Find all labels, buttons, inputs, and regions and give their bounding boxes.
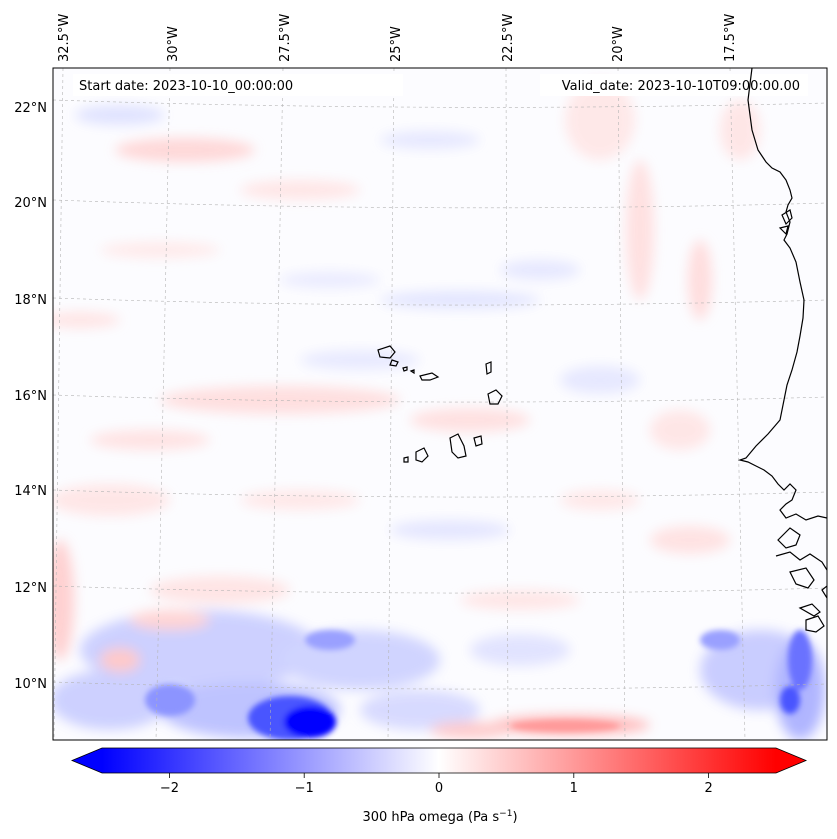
africa-coastline [737, 68, 827, 521]
lat-label: 10°N [14, 677, 47, 692]
colorbar: −2 −1 0 1 2 300 hPa omega (Pa s−1) [70, 747, 808, 825]
lon-label: 22.5°W [501, 14, 516, 62]
lat-label: 20°N [14, 196, 47, 211]
lat-label: 18°N [14, 293, 47, 308]
omega-field [53, 80, 825, 740]
colorbar-extend-min [72, 748, 102, 773]
colorbar-tick-label: −1 [295, 781, 314, 796]
map-frame [52, 67, 828, 741]
lat-label: 16°N [14, 389, 47, 404]
gridlines [53, 68, 827, 740]
colorbar-tick-label: 2 [704, 781, 712, 796]
colorbar-tick-label: 1 [570, 781, 578, 796]
start-date-label: Start date: 2023-10-10_00:00:00 [79, 79, 293, 94]
cape-verde-islands [377, 345, 503, 463]
colorbar-gradient [102, 748, 776, 773]
latitude-labels: 22°N 20°N 18°N 16°N 14°N 12°N 10°N [14, 101, 47, 692]
valid-date-label: Valid_date: 2023-10-10T09:00:00.00 [562, 79, 800, 94]
longitude-labels: 32.5°W 30°W 27.5°W 25°W 22.5°W 20°W 17.5… [57, 14, 738, 62]
lon-label: 25°W [389, 26, 404, 62]
lon-label: 30°W [166, 26, 181, 62]
colorbar-tick-label: 0 [435, 781, 443, 796]
lon-label: 17.5°W [723, 14, 738, 62]
lat-label: 14°N [14, 484, 47, 499]
colorbar-extend-max [776, 748, 806, 773]
colorbar-ticks: −2 −1 0 1 2 [160, 773, 713, 796]
start-date-box [73, 74, 403, 96]
colorbar-tick-label: −2 [160, 781, 179, 796]
colorbar-outline [70, 747, 808, 774]
lon-label: 27.5°W [278, 14, 293, 62]
lon-label: 32.5°W [57, 14, 72, 62]
lat-label: 12°N [14, 581, 47, 596]
valid-date-box [540, 74, 808, 96]
colorbar-label: 300 hPa omega (Pa s−1) [362, 809, 517, 825]
lon-label: 20°W [611, 26, 626, 62]
lat-label: 22°N [14, 101, 47, 116]
coastlines [737, 68, 827, 633]
